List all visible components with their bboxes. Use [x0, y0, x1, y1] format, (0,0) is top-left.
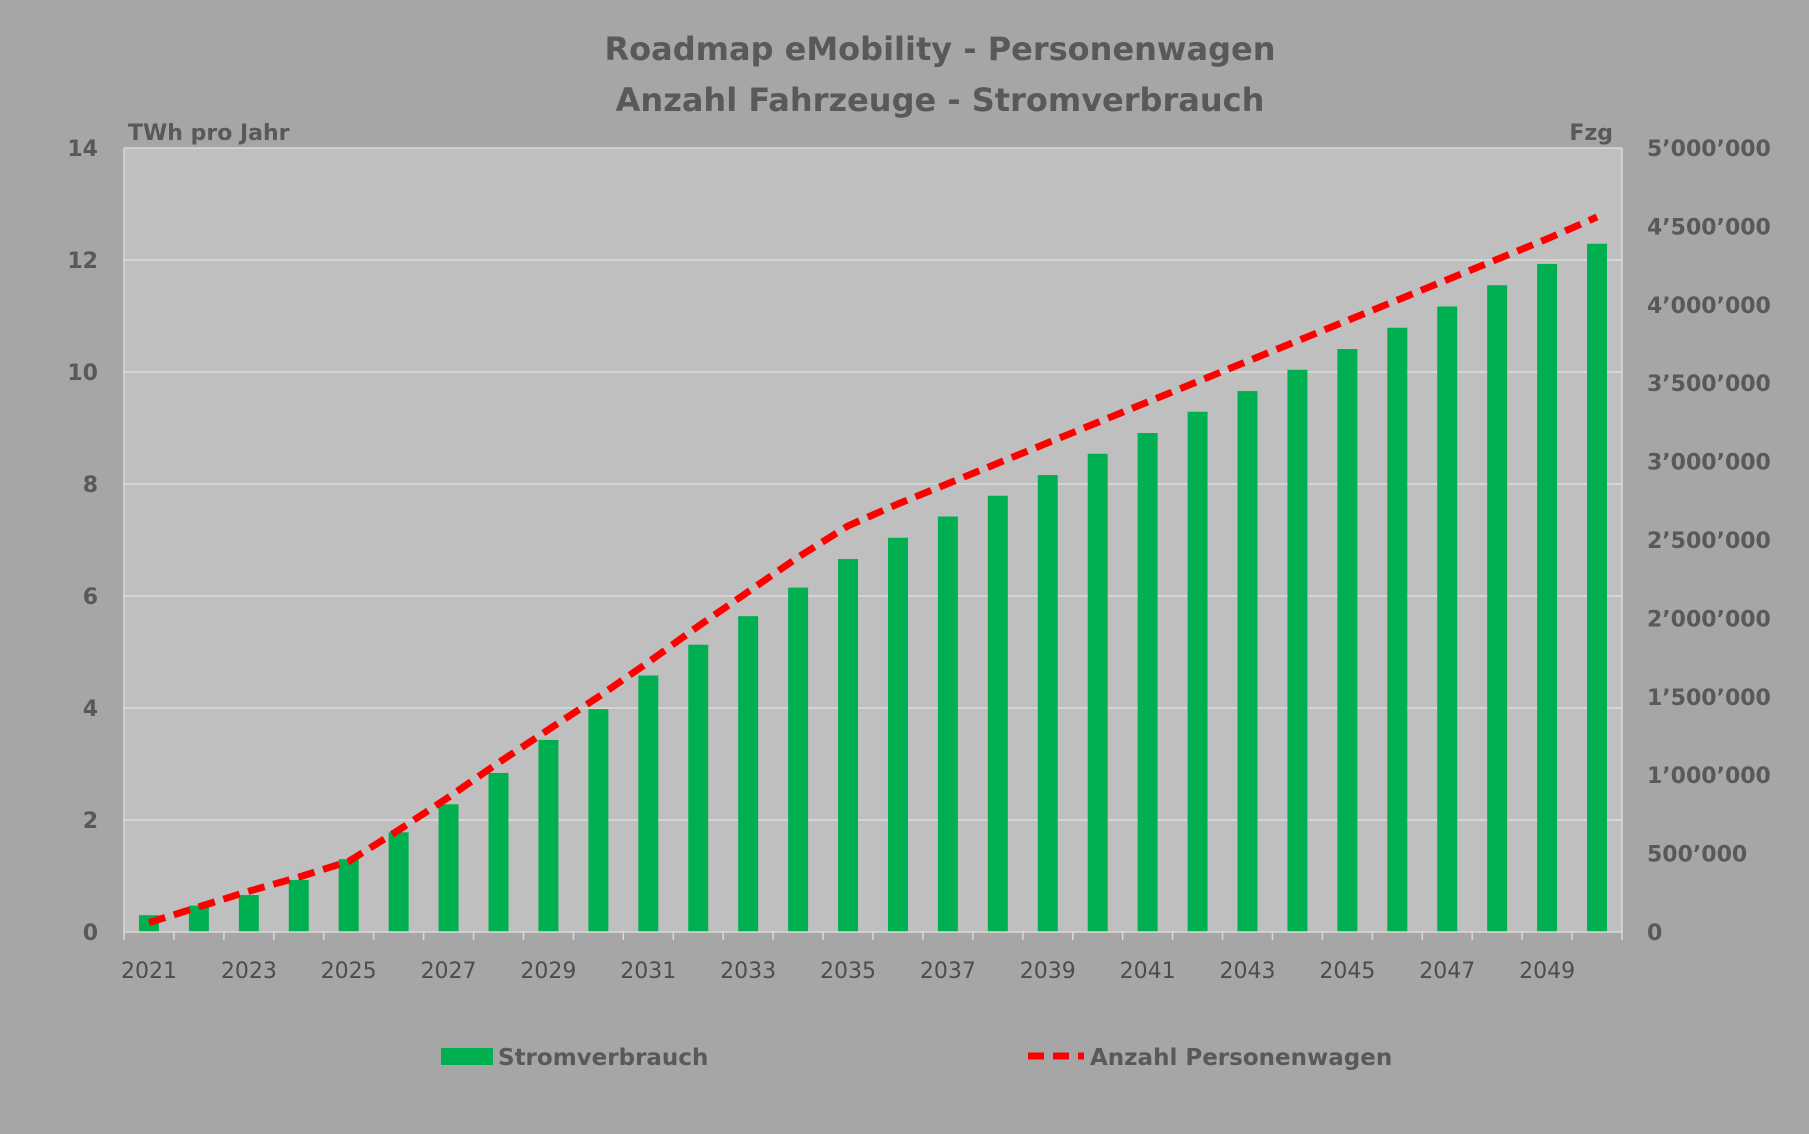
line-series-anzahl-personenwagen: [147, 213, 1599, 926]
bar-2042: [1187, 411, 1208, 932]
right-tick-label-8: 4’000’000: [1647, 294, 1771, 319]
x-tick-label-2025: 2025: [321, 959, 377, 984]
x-tick-label-2023: 2023: [221, 959, 277, 984]
bar-2025: [338, 859, 359, 932]
x-tick-label-2021: 2021: [121, 959, 177, 984]
x-tick-label-2047: 2047: [1419, 959, 1475, 984]
chart-title-line2: Anzahl Fahrzeuge - Stromverbrauch: [616, 81, 1265, 119]
legend-item-stromverbrauch[interactable]: Stromverbrauch: [441, 1045, 708, 1071]
left-tick-label-12: 12: [67, 249, 98, 274]
left-tick-label-14: 14: [67, 137, 98, 162]
left-tick-label-6: 6: [83, 585, 98, 610]
x-tick-label-2035: 2035: [820, 959, 876, 984]
bar-2049: [1537, 263, 1558, 932]
plot-area: [124, 148, 1622, 932]
right-tick-label-6: 3’000’000: [1647, 451, 1771, 476]
legend-swatch-bar: [441, 1048, 493, 1065]
right-tick-label-0: 0: [1647, 921, 1662, 946]
bar-2029: [538, 739, 559, 932]
legend-item-anzahl-personenwagen[interactable]: Anzahl Personenwagen: [1028, 1045, 1392, 1071]
left-tick-label-8: 8: [83, 473, 98, 498]
right-tick-label-4: 2’000’000: [1647, 607, 1771, 632]
bar-2036: [887, 537, 908, 932]
left-tick-label-4: 4: [83, 697, 98, 722]
right-tick-label-7: 3’500’000: [1647, 372, 1771, 397]
right-tick-label-2: 1’000’000: [1647, 764, 1771, 789]
bar-2045: [1337, 349, 1358, 932]
right-tick-label-3: 1’500’000: [1647, 686, 1771, 711]
bar-2035: [838, 559, 859, 932]
right-tick-label-10: 5’000’000: [1647, 137, 1771, 162]
x-tick-label-2041: 2041: [1120, 959, 1176, 984]
x-tick-label-2027: 2027: [421, 959, 477, 984]
bar-2030: [588, 709, 609, 932]
bar-2047: [1437, 306, 1458, 933]
x-tick-label-2037: 2037: [920, 959, 976, 984]
left-tick-label-10: 10: [67, 361, 98, 386]
bar-2033: [738, 616, 759, 932]
chart-title-line1: Roadmap eMobility - Personenwagen: [605, 30, 1276, 68]
bar-2024: [288, 879, 309, 932]
bar-2031: [638, 675, 659, 932]
bar-2048: [1487, 285, 1508, 932]
bar-2037: [937, 516, 958, 932]
tick-labels: 0 2 4 6 8 10 12 14 0 500’000 1’000’000 1’500’000 2’0…: [67, 137, 1771, 984]
bar-2040: [1087, 453, 1108, 932]
bar-2039: [1037, 475, 1058, 932]
axes: [123, 148, 1623, 940]
bar-2044: [1287, 369, 1308, 932]
right-tick-label-9: 4’500’000: [1647, 215, 1771, 240]
bar-2034: [788, 587, 809, 932]
line-anzahl-personenwagen: [147, 213, 1599, 926]
bar-2026: [388, 832, 409, 932]
bar-2027: [438, 804, 459, 932]
x-tick-label-2045: 2045: [1319, 959, 1375, 984]
right-axis-title: Fzg: [1569, 121, 1613, 146]
bar-2023: [238, 895, 259, 932]
bar-2041: [1137, 433, 1158, 932]
bar-2038: [987, 495, 1008, 932]
bar-2046: [1387, 327, 1408, 932]
x-tick-label-2049: 2049: [1519, 959, 1575, 984]
right-tick-label-1: 500’000: [1647, 843, 1747, 868]
bar-series-stromverbrauch: [138, 243, 1608, 933]
bar-2043: [1237, 391, 1258, 932]
x-tick-label-2039: 2039: [1020, 959, 1076, 984]
legend-label-anzahl-personenwagen: Anzahl Personenwagen: [1090, 1045, 1392, 1071]
bar-2032: [688, 644, 709, 932]
right-tick-label-5: 2’500’000: [1647, 529, 1771, 554]
left-tick-label-0: 0: [83, 921, 98, 946]
legend: Stromverbrauch Anzahl Personenwagen: [441, 1045, 1392, 1071]
x-tick-label-2043: 2043: [1220, 959, 1276, 984]
x-tick-label-2031: 2031: [620, 959, 676, 984]
bar-2028: [488, 772, 509, 932]
left-axis-title: TWh pro Jahr: [128, 121, 290, 146]
legend-label-stromverbrauch: Stromverbrauch: [498, 1045, 708, 1071]
left-tick-label-2: 2: [83, 809, 98, 834]
x-tick-label-2033: 2033: [720, 959, 776, 984]
bar-2050: [1587, 243, 1608, 932]
bar-2022: [188, 905, 209, 932]
gridlines: [124, 147, 1622, 821]
x-tick-label-2029: 2029: [520, 959, 576, 984]
